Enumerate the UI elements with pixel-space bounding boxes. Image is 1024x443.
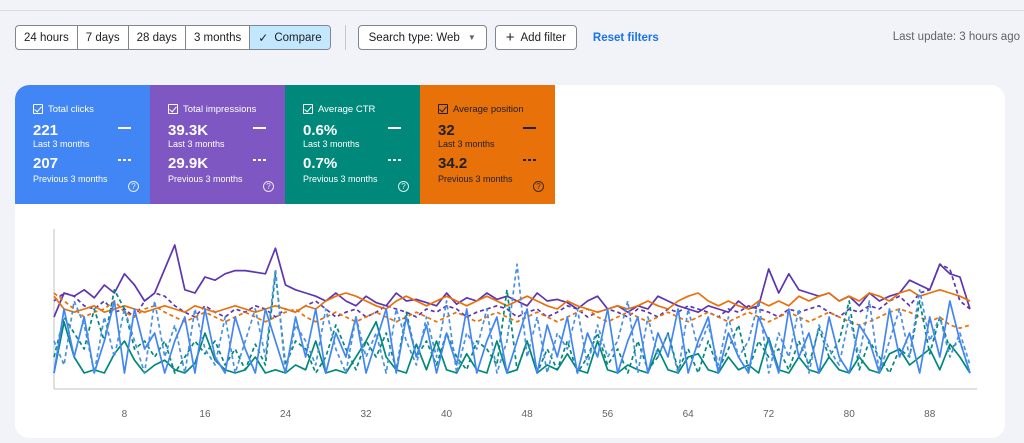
plus-icon: + (505, 29, 515, 46)
x-tick-label: 24 (280, 409, 292, 420)
series-line-clicks-previous (53, 263, 971, 374)
metric-label: Average CTR (318, 103, 376, 115)
solid-line-legend-icon (253, 127, 266, 129)
metric-value-previous: 207 (33, 155, 59, 172)
search-type-label: Search type: Web (368, 31, 460, 44)
range-7-days[interactable]: 7 days (78, 26, 129, 49)
reset-filters-link[interactable]: Reset filters (592, 31, 659, 44)
checkbox-checked-icon[interactable] (168, 104, 178, 114)
x-tick-label: 16 (199, 409, 211, 420)
x-tick-label: 48 (522, 409, 534, 420)
x-tick-label: 88 (924, 409, 936, 420)
compare-label: Compare (274, 31, 322, 44)
metric-value-previous: 0.7% (303, 155, 338, 172)
dashed-line-legend-icon (523, 159, 536, 161)
last-update-text: Last update: 3 hours ago (892, 31, 1020, 43)
x-tick-label: 80 (844, 409, 856, 420)
solid-line-legend-icon (523, 127, 536, 129)
check-icon: ✓ (258, 30, 269, 45)
metric-value-previous: 34.2 (438, 155, 468, 172)
metric-label: Total impressions (183, 103, 257, 115)
caret-down-icon: ▼ (467, 33, 476, 42)
date-range-selector: 24 hours 7 days 28 days 3 months ✓ Compa… (15, 25, 331, 50)
metric-tile-total-impressions[interactable]: Total impressions 39.3K Last 3 months 29… (150, 85, 285, 204)
metric-value-current: 221 (33, 122, 59, 139)
x-tick-label: 72 (763, 409, 775, 420)
top-divider (0, 10, 1024, 11)
metric-value-current: 0.6% (303, 122, 338, 139)
metric-value-previous: 29.9K (168, 155, 209, 172)
dashed-line-legend-icon (118, 159, 131, 161)
metric-period-current: Last 3 months (438, 139, 495, 149)
x-tick-label: 8 (122, 409, 128, 420)
filter-toolbar: 24 hours 7 days 28 days 3 months ✓ Compa… (15, 25, 659, 50)
checkbox-checked-icon[interactable] (303, 104, 313, 114)
series-line-clicks-last (53, 300, 971, 374)
range-28-days[interactable]: 28 days (129, 26, 186, 49)
performance-line-chart[interactable]: 8 16 24 32 40 48 56 64 72 80 88 (15, 225, 1005, 438)
metric-label: Total clicks (48, 103, 94, 115)
metric-value-current: 32 (438, 122, 455, 139)
help-icon[interactable]: ? (398, 181, 409, 192)
help-icon[interactable]: ? (533, 181, 544, 192)
add-filter-label: Add filter (520, 31, 566, 44)
series-line-position-last (53, 288, 971, 314)
compare-button[interactable]: ✓ Compare (250, 26, 330, 49)
series-line-impressions-previous (53, 263, 971, 318)
metric-tile-average-position[interactable]: Average position 32 Last 3 months 34.2 P… (420, 85, 555, 204)
dashed-line-legend-icon (253, 159, 266, 161)
toolbar-divider (344, 25, 346, 50)
solid-line-legend-icon (118, 127, 131, 129)
metric-value-current: 39.3K (168, 122, 209, 139)
checkbox-checked-icon[interactable] (438, 104, 448, 114)
x-tick-label: 32 (360, 409, 372, 420)
metric-period-previous: Previous 3 months (438, 174, 513, 184)
solid-line-legend-icon (388, 127, 401, 129)
performance-card: Total clicks 221 Last 3 months 207 Previ… (15, 85, 1005, 438)
metric-tiles: Total clicks 221 Last 3 months 207 Previ… (15, 85, 555, 204)
help-icon[interactable]: ? (263, 181, 274, 192)
metric-period-previous: Previous 3 months (303, 174, 378, 184)
help-icon[interactable]: ? (128, 181, 139, 192)
metric-period-current: Last 3 months (33, 139, 90, 149)
metric-period-current: Last 3 months (303, 139, 360, 149)
add-filter-button[interactable]: + Add filter (494, 25, 577, 50)
metric-tile-average-ctr[interactable]: Average CTR 0.6% Last 3 months 0.7% Prev… (285, 85, 420, 204)
x-tick-label: 64 (683, 409, 695, 420)
metric-period-current: Last 3 months (168, 139, 225, 149)
x-tick-label: 40 (441, 409, 453, 420)
x-tick-label: 56 (602, 409, 614, 420)
checkbox-checked-icon[interactable] (33, 104, 43, 114)
range-24-hours[interactable]: 24 hours (16, 26, 78, 49)
metric-label: Average position (453, 103, 524, 115)
dashed-line-legend-icon (388, 159, 401, 161)
series-line-ctr-last (53, 320, 971, 374)
search-type-dropdown[interactable]: Search type: Web ▼ (357, 25, 487, 50)
metric-period-previous: Previous 3 months (168, 174, 243, 184)
range-3-months[interactable]: 3 months (186, 26, 251, 49)
metric-tile-total-clicks[interactable]: Total clicks 221 Last 3 months 207 Previ… (15, 85, 150, 204)
metric-period-previous: Previous 3 months (33, 174, 108, 184)
series-line-position-previous (53, 292, 971, 330)
